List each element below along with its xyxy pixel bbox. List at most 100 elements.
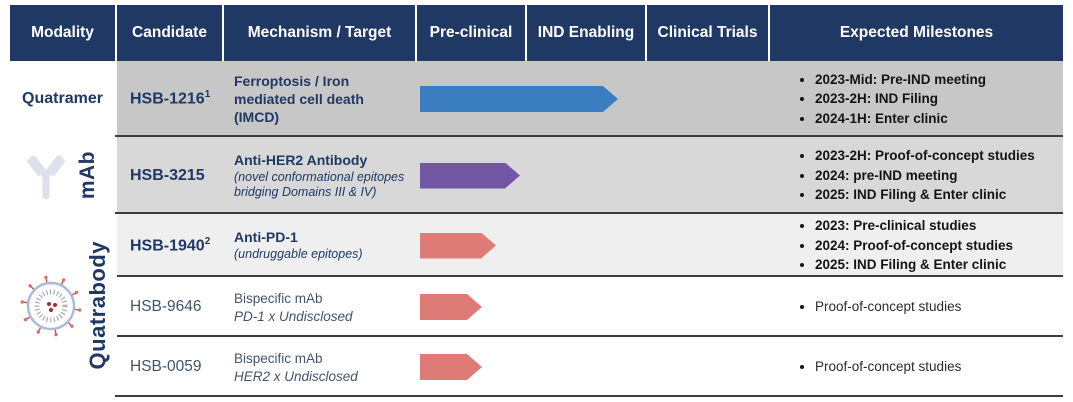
modality-cell-quatrabody: Quatrabody — [10, 214, 115, 397]
milestone-text: 2023-2H: Proof-of-concept studies — [815, 148, 1035, 164]
pipeline-row-hsb-9646: HSB-9646 Bispecific mAb PD-1 x Undisclos… — [10, 277, 1063, 337]
milestone-text: 2023-2H: IND Filing — [815, 91, 939, 107]
mechanism-cell: Ferroptosis / Iron mediated cell death (… — [224, 61, 417, 137]
modality-label: Quatrabody — [84, 241, 110, 370]
pipeline-row-hsb-1940: HSB-19402 Anti-PD-1 (undruggable epitope… — [10, 214, 1063, 277]
stage-progress-arrow — [420, 294, 482, 320]
candidate-cell: HSB-9646 — [117, 277, 224, 337]
bullet-icon — [800, 193, 804, 198]
bullet-icon — [800, 173, 804, 178]
milestone-text: 2024: pre-IND meeting — [815, 167, 958, 183]
mechanism-title: Anti-PD-1 — [234, 229, 298, 246]
header-cell-expected-milestones: Expected Milestones — [770, 5, 1063, 61]
mechanism-subtitle: (undruggable epitopes) — [234, 247, 363, 262]
header-cell-mechanism-target: Mechanism / Target — [224, 5, 415, 61]
milestone-text: Proof-of-concept studies — [815, 299, 962, 315]
mechanism-title: Ferroptosis / Iron mediated cell death (… — [234, 73, 364, 125]
stage-progress-arrow — [420, 233, 496, 259]
pipeline-row-hsb-0059: HSB-0059 Bispecific mAb HER2 x Undisclos… — [10, 337, 1063, 397]
milestone-text: Proof-of-concept studies — [815, 359, 962, 375]
bullet-icon — [800, 224, 804, 229]
candidate-name: HSB-0059 — [130, 358, 202, 375]
footnote-superscript: 1 — [204, 89, 211, 101]
candidate-name: HSB-1216 — [130, 90, 205, 108]
modality-label: Quatramer — [22, 90, 103, 107]
modality-cell-quatramer: Quatramer — [10, 61, 115, 137]
table-bottom-divider — [10, 395, 1063, 397]
milestone-text: 2023: Pre-clinical studies — [815, 218, 977, 234]
row-divider — [117, 275, 1063, 277]
milestone-item: 2023-Mid: Pre-IND meeting — [800, 70, 1063, 90]
footnote-superscript: 2 — [204, 235, 211, 247]
row-background — [117, 337, 1063, 395]
bullet-icon — [800, 243, 804, 248]
header-cell-clinical-trials: Clinical Trials — [647, 5, 768, 61]
header-cell-modality: Modality — [10, 5, 115, 61]
mechanism-cell: Anti-HER2 Antibody (novel conformational… — [224, 137, 417, 214]
nanoparticle-icon — [20, 275, 81, 336]
header-cell-ind-enabling: IND Enabling — [527, 5, 645, 61]
bullet-icon — [800, 263, 804, 268]
milestones-cell: 2023-Mid: Pre-IND meeting 2023-2H: IND F… — [770, 61, 1063, 137]
milestone-item: 2023: Pre-clinical studies — [800, 216, 1063, 236]
milestone-item: 2024: Proof-of-concept studies — [800, 236, 1063, 256]
bullet-icon — [800, 97, 804, 102]
row-divider — [117, 335, 1063, 337]
milestone-text: 2023-Mid: Pre-IND meeting — [815, 71, 987, 87]
candidate-name: HSB-9646 — [130, 298, 202, 315]
row-background — [117, 137, 1063, 212]
modality-cell-mab: mAb — [10, 137, 115, 214]
row-background — [117, 214, 1063, 275]
section-divider — [10, 212, 1063, 214]
section-divider — [10, 135, 1063, 137]
milestone-text: 2025: IND Filing & Enter clinic — [815, 257, 1007, 273]
milestone-item: 2025: IND Filing & Enter clinic — [800, 185, 1063, 205]
mechanism-cell: Anti-PD-1 (undruggable epitopes) — [224, 214, 417, 277]
stage-progress-arrow — [420, 163, 520, 189]
stage-progress-arrow — [420, 86, 618, 112]
stage-progress-arrow — [420, 354, 482, 380]
header-cell-preclinical: Pre-clinical — [417, 5, 525, 61]
pipeline-row-hsb-1216: HSB-12161 Ferroptosis / Iron mediated ce… — [10, 61, 1063, 137]
candidate-cell: HSB-0059 — [117, 337, 224, 397]
mechanism-subtitle: HER2 x Undisclosed — [234, 368, 358, 384]
modality-label: mAb — [75, 151, 99, 200]
mechanism-subtitle: PD-1 x Undisclosed — [234, 308, 353, 324]
milestone-text: 2024: Proof-of-concept studies — [815, 237, 1014, 253]
mechanism-cell: Bispecific mAb PD-1 x Undisclosed — [224, 277, 417, 337]
milestone-item: 2024: pre-IND meeting — [800, 166, 1063, 186]
candidate-name: HSB-1940 — [130, 237, 205, 255]
milestones-cell: 2023: Pre-clinical studies 2024: Proof-o… — [770, 214, 1063, 277]
milestone-item: Proof-of-concept studies — [800, 297, 1063, 317]
milestone-item: 2024-1H: Enter clinic — [800, 109, 1063, 129]
milestones-cell: Proof-of-concept studies — [770, 277, 1063, 337]
mechanism-subtitle: (novel conformational epitopes bridging … — [234, 169, 405, 200]
mechanism-title: Anti-HER2 Antibody — [234, 151, 368, 168]
antibody-icon — [26, 155, 65, 199]
candidate-cell: HSB-12161 — [117, 61, 224, 137]
bullet-icon — [800, 154, 804, 159]
milestone-text: 2025: IND Filing & Enter clinic — [815, 187, 1007, 203]
mechanism-title: Bispecific mAb — [234, 290, 323, 306]
candidate-cell: HSB-3215 — [117, 137, 224, 214]
milestone-item: 2025: IND Filing & Enter clinic — [800, 255, 1063, 275]
bullet-icon — [800, 116, 804, 121]
milestone-item: Proof-of-concept studies — [800, 357, 1063, 377]
table-header: Modality Candidate Mechanism / Target Pr… — [10, 5, 1063, 61]
candidate-name: HSB-3215 — [130, 166, 205, 184]
milestone-item: 2023-2H: Proof-of-concept studies — [800, 146, 1063, 166]
milestone-item: 2023-2H: IND Filing — [800, 89, 1063, 109]
milestones-cell: 2023-2H: Proof-of-concept studies 2024: … — [770, 137, 1063, 214]
mechanism-title: Bispecific mAb — [234, 350, 323, 366]
bullet-icon — [800, 305, 804, 310]
milestone-text: 2024-1H: Enter clinic — [815, 110, 948, 126]
row-background — [117, 277, 1063, 335]
milestones-cell: Proof-of-concept studies — [770, 337, 1063, 397]
mechanism-cell: Bispecific mAb HER2 x Undisclosed — [224, 337, 417, 397]
header-cell-candidate: Candidate — [117, 5, 222, 61]
bullet-icon — [800, 77, 804, 82]
pipeline-table: Modality Candidate Mechanism / Target Pr… — [10, 5, 1063, 397]
candidate-cell: HSB-19402 — [117, 214, 224, 277]
pipeline-row-hsb-3215: HSB-3215 Anti-HER2 Antibody (novel confo… — [10, 137, 1063, 214]
